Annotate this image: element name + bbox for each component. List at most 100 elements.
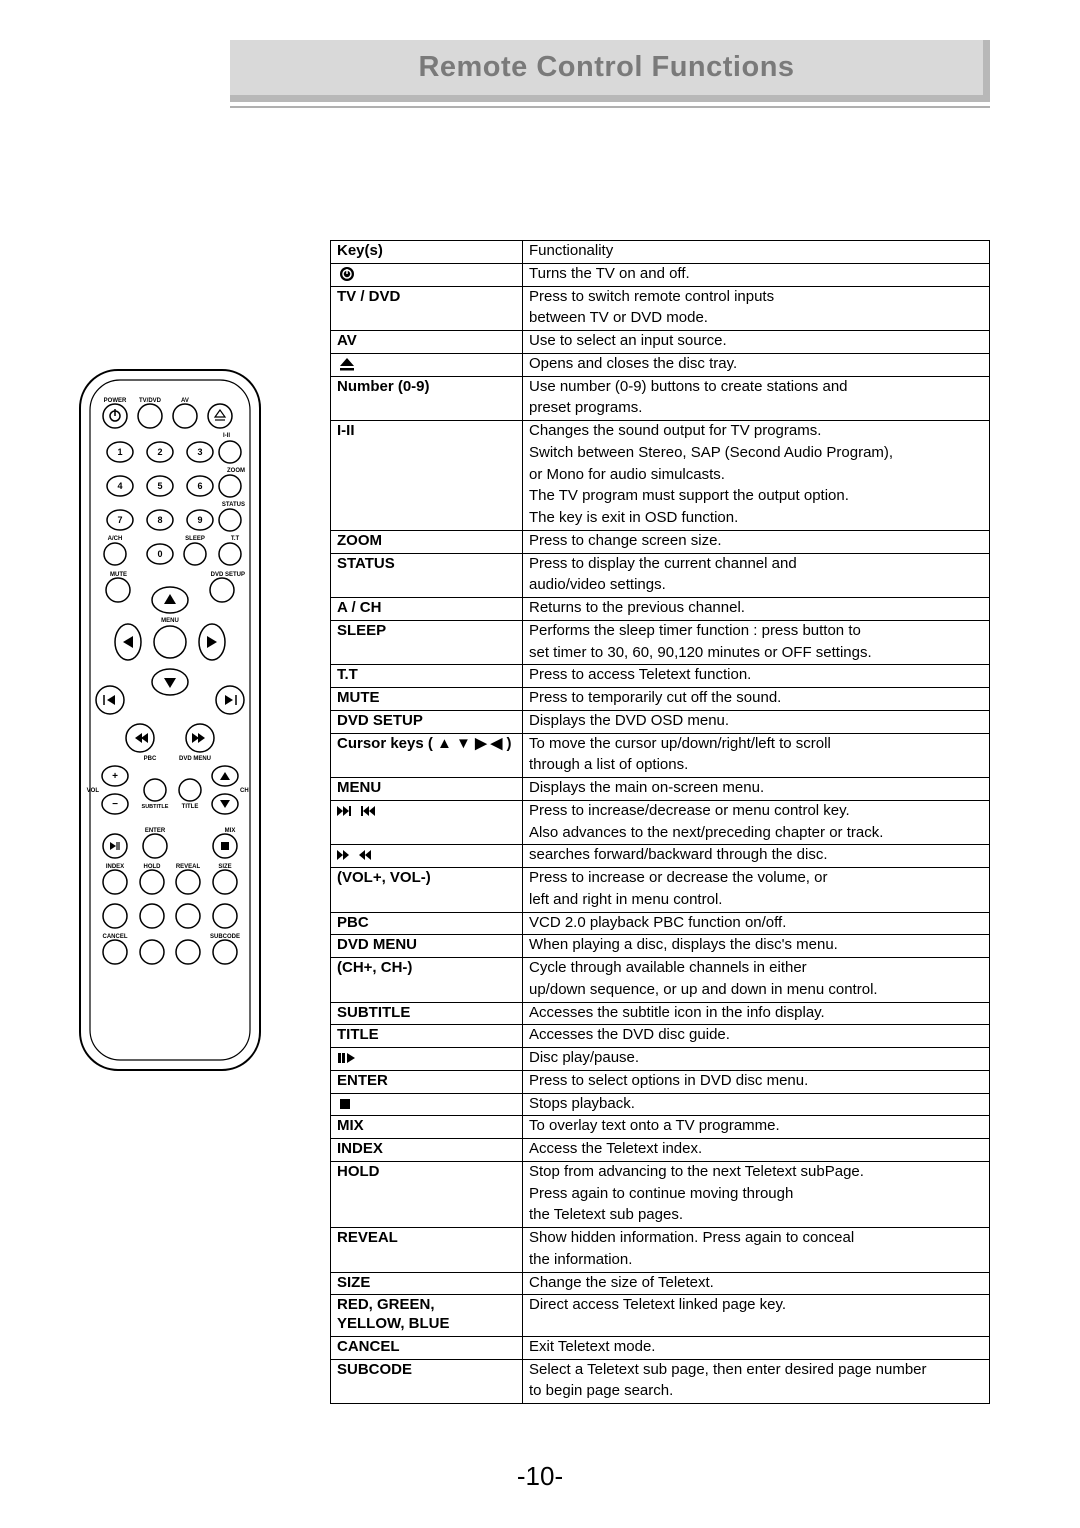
func-cell: searches forward/backward through the di…: [523, 845, 990, 868]
func-cell: the information.: [523, 1250, 990, 1272]
svg-text:POWER: POWER: [104, 398, 127, 404]
func-cell: Also advances to the next/preceding chap…: [523, 823, 990, 845]
key-cell: DVD MENU: [331, 935, 523, 958]
table-header-key: Key(s): [331, 241, 523, 264]
func-cell: Press to access Teletext function.: [523, 665, 990, 688]
func-cell: Select a Teletext sub page, then enter d…: [523, 1359, 990, 1381]
func-cell: Press to change screen size.: [523, 530, 990, 553]
key-cell: MENU: [331, 778, 523, 801]
svg-text:1: 1: [117, 447, 122, 457]
func-cell: Press to increase or decrease the volume…: [523, 868, 990, 890]
svg-text:+: +: [112, 771, 118, 782]
svg-text:6: 6: [197, 481, 202, 491]
table-row: ZOOMPress to change screen size.: [331, 530, 990, 553]
svg-text:MUTE: MUTE: [110, 572, 127, 578]
key-cell: Number (0-9): [331, 376, 523, 421]
content: POWERTV/DVDAV I-II 123 456: [70, 240, 990, 1404]
table-row: Press to increase/decrease or menu contr…: [331, 800, 990, 822]
func-cell: or Mono for audio simulcasts.: [523, 465, 990, 487]
table-row: TITLEAccesses the DVD disc guide.: [331, 1025, 990, 1048]
table-row: HOLDStop from advancing to the next Tele…: [331, 1161, 990, 1183]
func-cell: Exit Teletext mode.: [523, 1336, 990, 1359]
key-cell: MIX: [331, 1116, 523, 1139]
func-cell: audio/video settings.: [523, 575, 990, 597]
svg-text:MENU: MENU: [161, 618, 179, 624]
table-row: A / CHReturns to the previous channel.: [331, 598, 990, 621]
key-cell: TV / DVD: [331, 286, 523, 331]
key-cell: T.T: [331, 665, 523, 688]
table-row: RED, GREEN,YELLOW, BLUEDirect access Tel…: [331, 1295, 990, 1337]
table-row: T.TPress to access Teletext function.: [331, 665, 990, 688]
table-row: ENTERPress to select options in DVD disc…: [331, 1070, 990, 1093]
key-cell: A / CH: [331, 598, 523, 621]
svg-text:SLEEP: SLEEP: [185, 536, 205, 542]
svg-text:7: 7: [117, 515, 122, 525]
functions-table-wrap: Key(s)FunctionalityTurns the TV on and o…: [330, 240, 990, 1404]
func-cell: Cycle through available channels in eith…: [523, 958, 990, 980]
func-cell: Press to display the current channel and: [523, 553, 990, 575]
key-cell: [331, 1048, 523, 1071]
func-cell: left and right in menu control.: [523, 890, 990, 912]
svg-text:2: 2: [157, 447, 162, 457]
svg-text:DVD MENU: DVD MENU: [179, 756, 211, 762]
func-cell: the Teletext sub pages.: [523, 1205, 990, 1227]
key-cell: [331, 353, 523, 376]
svg-text:STATUS: STATUS: [222, 502, 245, 508]
func-cell: Press to increase/decrease or menu contr…: [523, 800, 990, 822]
table-row: PBCVCD 2.0 playback PBC function on/off.: [331, 912, 990, 935]
table-row: I-IIChanges the sound output for TV prog…: [331, 421, 990, 443]
table-row: CANCELExit Teletext mode.: [331, 1336, 990, 1359]
func-cell: Displays the main on-screen menu.: [523, 778, 990, 801]
func-cell: Accesses the DVD disc guide.: [523, 1025, 990, 1048]
table-row: Opens and closes the disc tray.: [331, 353, 990, 376]
table-row: REVEALShow hidden information. Press aga…: [331, 1228, 990, 1250]
key-cell: SIZE: [331, 1272, 523, 1295]
svg-text:I-II: I-II: [223, 433, 230, 439]
svg-text:A/CH: A/CH: [108, 536, 123, 542]
table-row: MIXTo overlay text onto a TV programme.: [331, 1116, 990, 1139]
functions-table: Key(s)FunctionalityTurns the TV on and o…: [330, 240, 990, 1404]
table-row: MENUDisplays the main on-screen menu.: [331, 778, 990, 801]
table-row: SIZEChange the size of Teletext.: [331, 1272, 990, 1295]
key-cell: SLEEP: [331, 620, 523, 665]
svg-text:SUBTITLE: SUBTITLE: [142, 804, 169, 810]
svg-text:8: 8: [157, 515, 162, 525]
table-row: SLEEPPerforms the sleep timer function :…: [331, 620, 990, 642]
key-cell: HOLD: [331, 1161, 523, 1227]
svg-text:MIX: MIX: [225, 828, 236, 834]
func-cell: Returns to the previous channel.: [523, 598, 990, 621]
func-cell: to begin page search.: [523, 1381, 990, 1403]
page: Remote Control Functions POWERTV/DVDAV I…: [0, 0, 1080, 1528]
func-cell: Direct access Teletext linked page key.: [523, 1295, 990, 1337]
key-cell: DVD SETUP: [331, 710, 523, 733]
page-number: -10-: [0, 1461, 1080, 1492]
key-cell: SUBTITLE: [331, 1002, 523, 1025]
key-cell: MUTE: [331, 688, 523, 711]
table-row: STATUSPress to display the current chann…: [331, 553, 990, 575]
title-underline: [230, 106, 990, 108]
svg-text:HOLD: HOLD: [144, 864, 162, 870]
svg-text:SIZE: SIZE: [218, 864, 231, 870]
func-cell: Access the Teletext index.: [523, 1139, 990, 1162]
key-cell: (VOL+, VOL-): [331, 868, 523, 913]
func-cell: Press to switch remote control inputs: [523, 286, 990, 308]
key-cell: RED, GREEN,YELLOW, BLUE: [331, 1295, 523, 1337]
table-row: SUBCODESelect a Teletext sub page, then …: [331, 1359, 990, 1381]
key-cell: [331, 1093, 523, 1116]
svg-text:CANCEL: CANCEL: [103, 934, 128, 940]
svg-text:−: −: [112, 799, 118, 810]
key-cell: CANCEL: [331, 1336, 523, 1359]
func-cell: Accesses the subtitle icon in the info d…: [523, 1002, 990, 1025]
svg-text:ENTER: ENTER: [145, 828, 166, 834]
func-cell: Press again to continue moving through: [523, 1184, 990, 1206]
svg-text:CH: CH: [240, 788, 249, 794]
func-cell: through a list of options.: [523, 755, 990, 777]
func-cell: Opens and closes the disc tray.: [523, 353, 990, 376]
key-cell: ZOOM: [331, 530, 523, 553]
table-row: Stops playback.: [331, 1093, 990, 1116]
key-cell: REVEAL: [331, 1228, 523, 1273]
func-cell: Use number (0-9) buttons to create stati…: [523, 376, 990, 398]
svg-text:ZOOM: ZOOM: [227, 468, 245, 474]
svg-text:0: 0: [157, 549, 162, 559]
svg-text:5: 5: [157, 481, 162, 491]
